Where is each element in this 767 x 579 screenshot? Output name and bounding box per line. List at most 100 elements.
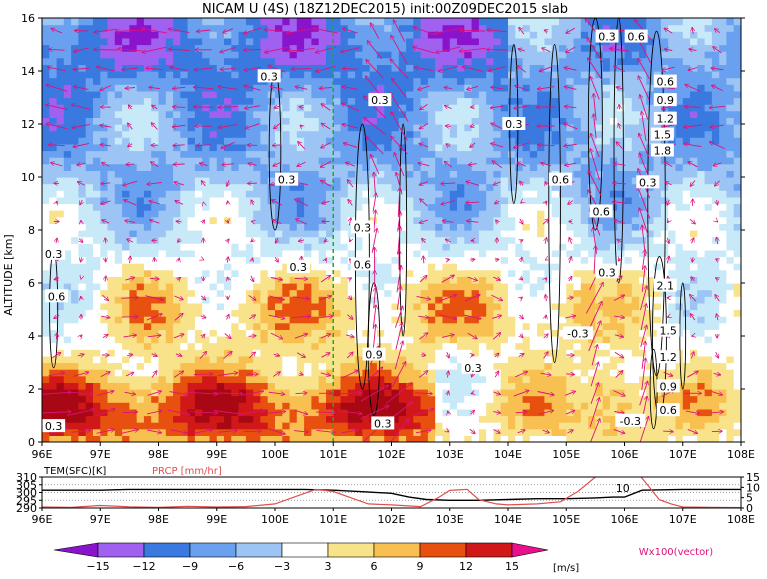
field-cell [529,256,538,264]
field-cell [449,57,458,65]
field-cell [85,408,94,417]
field-cell [442,216,451,224]
field-cell [165,196,174,205]
field-cell [42,283,50,291]
field-cell [245,203,254,211]
field-cell [478,395,487,403]
field-cell [151,177,160,185]
field-cell [457,382,465,390]
field-cell [566,130,575,138]
field-cell [267,289,276,297]
field-cell [296,375,305,383]
field-cell [326,143,334,152]
field-cell [107,269,116,277]
field-cell [173,90,181,99]
field-cell [107,51,116,59]
field-cell [311,362,320,370]
field-cell [355,157,363,165]
field-cell [93,428,101,436]
field-cell [253,342,262,350]
field-cell [114,256,123,264]
field-cell [151,117,160,125]
field-cell [151,216,160,224]
field-cell [100,190,109,198]
field-cell [391,422,400,430]
field-cell [136,283,145,291]
field-cell [580,110,589,118]
field-cell [260,382,269,390]
field-cell [486,223,495,231]
field-cell [333,97,342,105]
field-cell [173,369,181,377]
field-cell [209,243,218,251]
field-cell [129,289,138,297]
field-cell [56,71,65,79]
field-cell [493,51,502,59]
field-cell [493,256,502,264]
field-cell [311,90,320,99]
field-cell [522,422,531,430]
field-cell [260,269,269,277]
field-cell [122,71,130,79]
field-cell [194,276,203,284]
field-cell [187,408,196,417]
field-cell [537,97,545,105]
field-cell [464,435,473,442]
field-cell [369,283,378,291]
field-cell [318,329,327,337]
field-cell [318,369,327,377]
field-cell [580,104,589,112]
field-cell [522,362,531,370]
field-cell [180,223,189,231]
field-cell [209,362,218,370]
field-cell [238,77,247,85]
field-cell [107,130,116,138]
field-cell [289,130,298,138]
field-cell [420,31,429,39]
field-cell [151,428,160,436]
field-cell [151,302,160,311]
field-cell [173,37,181,46]
field-cell [202,435,211,442]
field-cell [559,110,567,118]
field-cell [282,210,291,218]
field-cell [209,157,218,165]
field-cell [369,51,378,59]
field-cell [78,263,87,271]
field-cell [376,51,385,59]
field-cell [151,24,160,32]
field-cell [522,243,531,251]
field-cell [551,389,560,397]
field-cell [224,342,232,350]
field-cell [114,309,123,317]
field-cell [245,389,254,397]
field-cell [537,216,545,224]
field-cell [216,369,225,377]
field-cell [63,170,72,178]
field-cell [486,243,495,251]
field-cell [406,216,414,224]
field-cell [42,117,50,125]
field-cell [529,342,538,350]
field-cell [537,395,545,403]
field-cell [384,276,393,284]
field-cell [42,362,50,370]
field-cell [471,143,480,152]
field-cell [602,243,611,251]
field-cell [143,190,152,198]
field-cell [187,216,196,224]
field-cell [296,322,305,330]
field-cell [566,110,575,118]
field-cell [282,104,291,112]
field-cell [478,408,487,417]
field-cell [275,137,283,145]
field-cell [588,90,596,99]
field-cell [384,137,393,145]
field-cell [566,183,575,191]
field-cell [129,31,138,39]
field-cell [398,143,407,152]
field-cell [551,31,560,39]
field-cell [136,37,145,46]
field-cell [78,24,87,32]
field-cell [304,44,312,52]
